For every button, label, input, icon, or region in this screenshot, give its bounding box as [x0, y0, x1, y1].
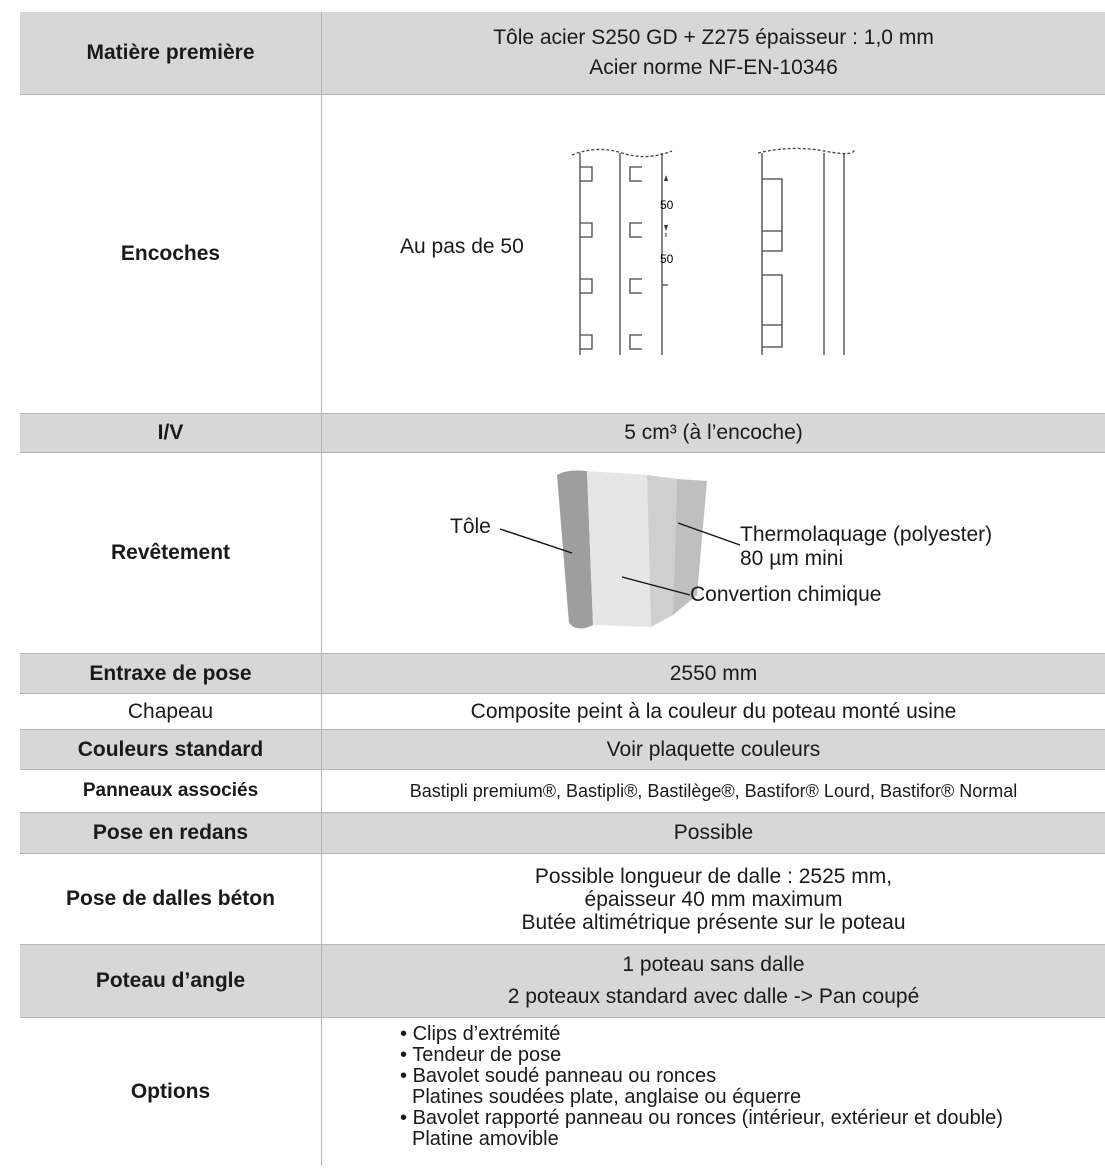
matiere-line-1: Tôle acier S250 GD + Z275 épaisseur : 1,…: [493, 26, 934, 49]
row-entraxe: Entraxe de pose 2550 mm: [20, 653, 1105, 694]
entraxe-value: 2550 mm: [321, 653, 1105, 694]
leader-lines: [499, 522, 741, 596]
row-matiere: Matière première Tôle acier S250 GD + Z2…: [20, 12, 1105, 95]
angle-line-1: 1 poteau sans dalle: [622, 953, 805, 976]
angle-value: 1 poteau sans dalle 2 poteaux standard a…: [321, 944, 1105, 1018]
dalles-line-3: Butée altimétrique présente sur le potea…: [521, 910, 906, 934]
chapeau-value: Composite peint à la couleur du poteau m…: [321, 693, 1105, 730]
row-dalles: Pose de dalles béton Possible longueur d…: [20, 853, 1105, 945]
matiere-line-2: Acier norme NF-EN-10346: [589, 56, 838, 79]
row-angle: Poteau d’angle 1 poteau sans dalle 2 pot…: [20, 944, 1105, 1018]
label-thermo-2: 80 µm mini: [740, 547, 844, 570]
notch-dim-2: 50: [660, 252, 674, 266]
matiere-value: Tôle acier S250 GD + Z275 épaisseur : 1,…: [321, 12, 1105, 95]
dalles-label: Pose de dalles béton: [20, 853, 322, 945]
couleurs-label: Couleurs standard: [20, 729, 322, 770]
options-label: Options: [20, 1017, 322, 1166]
option-item: Tendeur de pose: [400, 1045, 1105, 1066]
label-thermo-1: Thermolaquage (polyester): [740, 523, 993, 546]
notch-drawing: 50 50: [571, 147, 855, 355]
dalles-line-1: Possible longueur de dalle : 2525 mm,: [534, 864, 893, 888]
option-item: Clips d’extrémité: [400, 1024, 1105, 1045]
matiere-label: Matière première: [20, 12, 322, 95]
option-item: Bavolet soudé panneau ou ronces: [400, 1066, 1105, 1087]
option-subitem: Platine amovible: [412, 1128, 559, 1150]
dalles-value: Possible longueur de dalle : 2525 mm, ép…: [321, 853, 1105, 945]
row-iv: I/V 5 cm³ (à l’encoche): [20, 413, 1105, 453]
label-conversion: Convertion chimique: [690, 583, 882, 606]
panneaux-label: Panneaux associés: [20, 769, 322, 813]
chapeau-label: Chapeau: [20, 693, 322, 730]
encoches-label: Encoches: [20, 94, 322, 414]
encoches-value: Au pas de 50: [321, 94, 1105, 414]
label-thermo: Thermolaquage (polyester) 80 µm mini: [740, 523, 992, 571]
row-revetement: Revêtement Tôle Ther: [20, 452, 1105, 654]
spec-table: Matière première Tôle acier S250 GD + Z2…: [20, 12, 1105, 1166]
redans-label: Pose en redans: [20, 812, 322, 854]
revetement-label: Revêtement: [20, 452, 322, 654]
dalles-line-2: épaisseur 40 mm maximum: [584, 887, 843, 911]
redans-value: Possible: [321, 812, 1105, 854]
row-couleurs: Couleurs standard Voir plaquette couleur…: [20, 729, 1105, 770]
entraxe-label: Entraxe de pose: [20, 653, 322, 694]
row-redans: Pose en redans Possible: [20, 812, 1105, 854]
panneaux-value: Bastipli premium®, Bastipli®, Bastilège®…: [321, 769, 1105, 813]
option-subitem: Platines soudées plate, anglaise ou éque…: [412, 1086, 802, 1108]
iv-label: I/V: [20, 413, 322, 453]
row-options: Options Clips d’extrémité Tendeur de pos…: [20, 1017, 1105, 1167]
spec-sheet: Matière première Tôle acier S250 GD + Z2…: [20, 12, 1105, 1166]
iv-value: 5 cm³ (à l’encoche): [321, 413, 1105, 453]
option-item: Bavolet rapporté panneau ou ronces (inté…: [400, 1108, 1105, 1129]
row-chapeau: Chapeau Composite peint à la couleur du …: [20, 693, 1105, 730]
label-tole: Tôle: [450, 515, 491, 538]
notch-dim-1: 50: [660, 198, 674, 212]
revetement-value: Tôle Thermolaquage (polyester) 80 µm min…: [321, 452, 1105, 654]
angle-line-2: 2 poteaux standard avec dalle -> Pan cou…: [507, 985, 920, 1008]
couleurs-value: Voir plaquette couleurs: [321, 729, 1105, 770]
row-panneaux: Panneaux associés Bastipli premium®, Bas…: [20, 769, 1105, 813]
encoches-text: Au pas de 50: [400, 235, 524, 258]
options-value: Clips d’extrémité Tendeur de pose Bavole…: [322, 1018, 1105, 1167]
row-encoches: Encoches Au pas de 50: [20, 94, 1105, 414]
angle-label: Poteau d’angle: [20, 944, 322, 1018]
